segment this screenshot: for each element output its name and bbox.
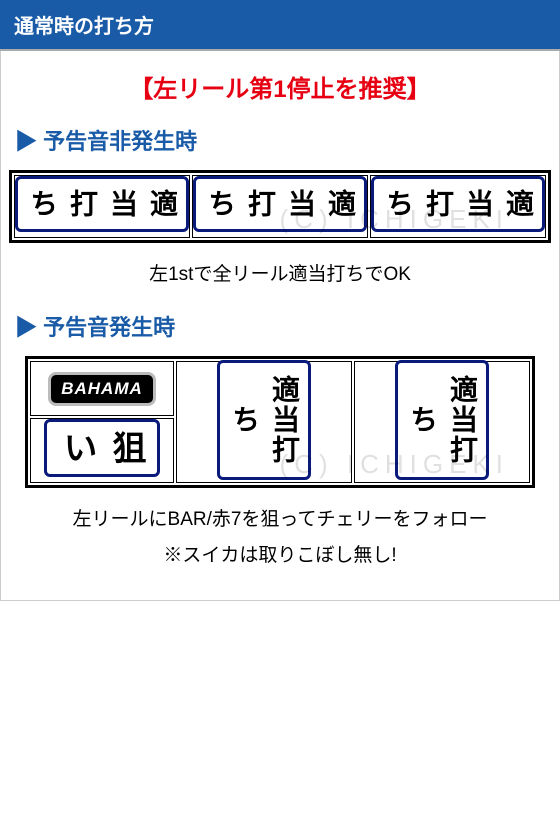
reel-left-label: 適当打ち — [15, 176, 189, 232]
bahama-symbol: BAHAMA — [48, 372, 156, 406]
reel-area-2: BAHAMA 適当打ち 適当打ち 狙い (C) ICHIGEKI — [15, 356, 545, 488]
header-title: 通常時の打ち方 — [14, 16, 154, 38]
reel-right-label: 適当打ち — [371, 176, 545, 232]
section2-caption-line2: ※スイカは取りこぼし無し! — [163, 545, 396, 566]
section2-caption-line1: 左リールにBAR/赤7を狙ってチェリーをフォロー — [73, 509, 488, 530]
reel-mid: 適当打ち — [192, 175, 368, 238]
reel-left-top: BAHAMA — [30, 361, 174, 416]
main-content: 【左リール第1停止を推奨】 ▶ 予告音非発生時 適当打ち 適当打ち 適当打ち (… — [0, 51, 560, 601]
section2-caption: 左リールにBAR/赤7を狙ってチェリーをフォロー ※スイカは取りこぼし無し! — [15, 502, 545, 574]
section2-heading: ▶ 予告音発生時 — [15, 310, 545, 342]
reel-mid-label-2: 適当打ち — [217, 360, 311, 480]
section1-caption: 左1stで全リール適当打ちでOK — [15, 259, 545, 286]
reel-table-2: BAHAMA 適当打ち 適当打ち 狙い — [25, 356, 535, 488]
reel-left-label-2: 狙い — [44, 419, 160, 477]
page-header: 通常時の打ち方 — [0, 0, 560, 51]
reel-right-2: 適当打ち — [354, 361, 530, 483]
reel-table-1: 適当打ち 適当打ち 適当打ち — [9, 170, 551, 243]
reel-mid-2: 適当打ち — [176, 361, 352, 483]
reel-right: 適当打ち — [370, 175, 546, 238]
reel-area-1: 適当打ち 適当打ち 適当打ち (C) ICHIGEKI — [15, 170, 545, 243]
recommendation-title: 【左リール第1停止を推奨】 — [15, 69, 545, 104]
reel-left-bottom: 狙い — [30, 418, 174, 483]
reel-mid-label: 適当打ち — [193, 176, 367, 232]
reel-right-label-2: 適当打ち — [395, 360, 489, 480]
section1-heading: ▶ 予告音非発生時 — [15, 124, 545, 156]
reel-left: 適当打ち — [14, 175, 190, 238]
